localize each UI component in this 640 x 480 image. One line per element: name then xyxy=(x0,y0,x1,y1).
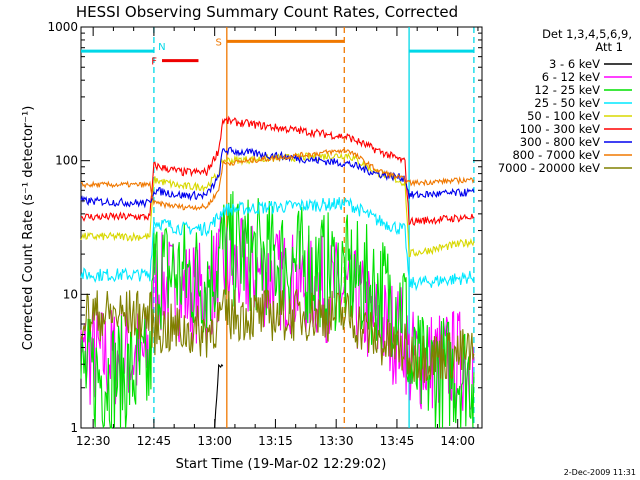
x-tick-label-5: 13:45 xyxy=(380,434,415,448)
x-tick-label-4: 13:30 xyxy=(319,434,354,448)
x-tick-label-3: 13:15 xyxy=(258,434,293,448)
y-tick-label-1: 10 xyxy=(63,287,78,301)
series-line-1 xyxy=(80,216,475,411)
x-axis-label: Start Time (19-Mar-02 12:29:02) xyxy=(176,457,387,472)
legend-title-line1: Det 1,3,4,5,6,9, xyxy=(542,27,632,41)
footer-date: 2-Dec-2009 11:31 xyxy=(564,468,636,477)
flag-label-0: N xyxy=(158,42,165,53)
plot-area xyxy=(80,26,483,429)
x-tick-label-2: 13:00 xyxy=(197,434,232,448)
series-line-7 xyxy=(80,148,475,211)
series-line-2 xyxy=(80,191,475,429)
legend-label-4: 50 - 100 keV xyxy=(527,109,600,123)
series-layer xyxy=(80,115,475,429)
legend-label-5: 100 - 300 keV xyxy=(520,122,600,136)
flags-layer: NF S xyxy=(151,37,345,68)
y-tick-label-0: 1 xyxy=(70,421,78,435)
x-tick-label-6: 14:00 xyxy=(440,434,475,448)
chart-title: HESSI Observing Summary Count Rates, Cor… xyxy=(76,3,458,21)
legend-label-2: 12 - 25 keV xyxy=(534,83,600,97)
y-tick-label-2: 100 xyxy=(55,154,78,168)
flag-label-2: S xyxy=(215,37,221,48)
series-line-3 xyxy=(80,197,475,292)
legend-title-line2: Att 1 xyxy=(595,40,623,54)
y-axis-label: Corrected Count Rate (s⁻¹ detector⁻¹) xyxy=(21,106,36,351)
legend-label-0: 3 - 6 keV xyxy=(549,57,600,71)
legend-label-7: 800 - 7000 keV xyxy=(512,148,600,162)
legend-label-6: 300 - 800 keV xyxy=(520,135,600,149)
y-tick-label-3: 1000 xyxy=(47,20,78,34)
x-tick-label-1: 12:45 xyxy=(137,434,172,448)
legend-label-1: 6 - 12 keV xyxy=(542,70,600,84)
legend-label-3: 25 - 50 keV xyxy=(534,96,600,110)
x-tick-label-0: 12:30 xyxy=(76,434,111,448)
legend-label-8: 7000 - 20000 keV xyxy=(498,161,600,175)
series-line-0 xyxy=(214,363,224,429)
axes: 1 10 100 1000 12:30 12:45 13:00 13:15 13:30 13:45… xyxy=(47,20,482,448)
plot-frame xyxy=(80,26,483,429)
series-line-8 xyxy=(80,289,475,383)
flag-label-1: F xyxy=(151,57,157,68)
series-line-5 xyxy=(80,115,475,227)
series-line-6 xyxy=(80,146,475,209)
